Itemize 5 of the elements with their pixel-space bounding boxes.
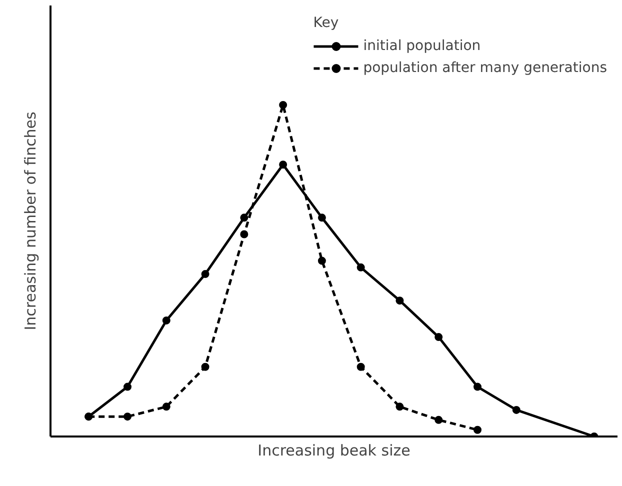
legend-label: population after many generations (363, 60, 607, 76)
y-axis-title: Increasing number of finches (22, 112, 40, 330)
x-axis-title: Increasing beak size (258, 442, 410, 460)
legend-title: Key (313, 15, 340, 31)
legend-label: initial population (363, 38, 481, 54)
